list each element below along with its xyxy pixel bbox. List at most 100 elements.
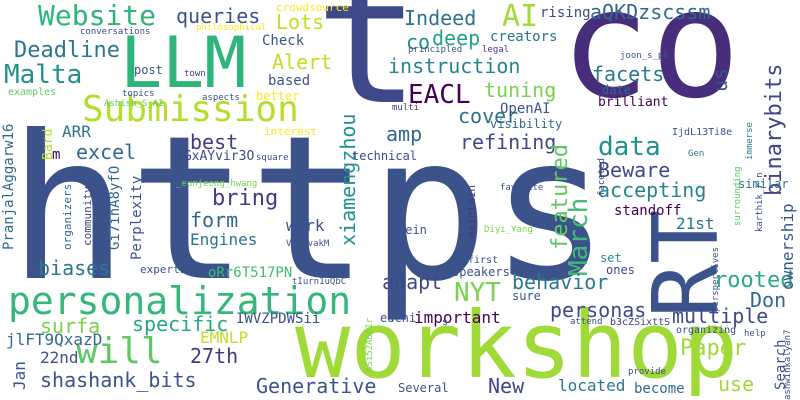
word-generative: Generative (256, 374, 377, 398)
word-jlft9qxazd: jlFT9QxazD (6, 330, 103, 349)
word-perplexity: Perplexity (129, 175, 145, 260)
word-aqkdzscssm: aQKDzscssm (590, 0, 711, 24)
word-iwvzpdwsii: IWVZPDWSii (236, 311, 321, 327)
word-featured: featured (548, 144, 573, 250)
word-facets: facets (592, 62, 665, 86)
word-organizing: organizing (676, 325, 737, 336)
word-better: better (256, 89, 300, 103)
word-ashwinkalyan7: ashwinkalyan7 (783, 329, 793, 400)
word-llm: LLM (120, 22, 247, 104)
word-lots: Lots (276, 10, 325, 34)
word-personalization: personalization (8, 279, 352, 323)
word-help: help (744, 329, 766, 339)
word-https: https (8, 93, 611, 326)
word-community: community (81, 186, 94, 246)
word-joon-s-pk: joon_s_pk (620, 51, 669, 61)
word-personas: personas (550, 298, 647, 322)
word-visibility: visibility (490, 117, 563, 131)
word-check: Check (262, 33, 305, 49)
word-set: set (600, 251, 622, 265)
word-philosophical: philosophical (196, 23, 267, 33)
word-co: co (560, 0, 741, 132)
word-22nd: 22nd (40, 348, 79, 367)
word-post: post (134, 63, 163, 77)
word-paper: Paper (680, 336, 747, 361)
word-ai: AI (502, 0, 539, 34)
word-important: important (414, 308, 501, 327)
word-us: us (708, 67, 732, 92)
word-t: t (315, 0, 421, 144)
word-21st: 21st (676, 214, 715, 233)
word-will: will (76, 331, 163, 372)
word-ownership: ownership (778, 203, 797, 290)
word-topics: topics (122, 89, 155, 99)
word-co-small: co (406, 30, 431, 54)
word-refining: refining (460, 130, 557, 154)
word-surfa: surfa (40, 314, 101, 338)
word-several: Several (398, 381, 449, 395)
word-immerse: immerse (745, 122, 755, 160)
word-town: town (184, 69, 206, 79)
word-speakers: speakers (452, 265, 510, 279)
word-best: best (190, 130, 239, 154)
word-gi7iha8yfo: Gi7ihA8yfO (107, 165, 123, 250)
word-xiamengzhou: xiamengzhou (336, 113, 360, 246)
word-examples: examples (8, 87, 57, 98)
word-s: s (442, 317, 449, 328)
word-vein: vein (398, 223, 427, 237)
word-27th: 27th (190, 344, 239, 368)
word-m: m (52, 147, 61, 163)
word-b3czsixtts: b3cZSixttS (610, 317, 671, 328)
word-indeed: Indeed (404, 6, 477, 30)
word-crowdsource: crowdsource (276, 1, 349, 14)
word-provide: provide (628, 367, 666, 377)
word-orr6t517pn: oRr6T517PN (208, 265, 293, 281)
word-edchi: edchi (380, 311, 417, 325)
word-based: based (268, 73, 311, 89)
word-multi: multi (392, 103, 420, 113)
word-brilliant: brilliant (598, 95, 669, 110)
word-located: located (558, 376, 626, 395)
word-tiurn1uqbc: tIurn1uQbC (292, 277, 347, 287)
word-shashank-bits: shashank_bits (40, 368, 197, 392)
word-conversations: conversations (80, 27, 151, 37)
word-arr: ARR (62, 122, 91, 141)
word-jan: Jan (10, 361, 29, 390)
word-perspectives: perspectives (711, 246, 721, 312)
word-ijdl13ti8e: IjdL13Ti8e (672, 127, 733, 138)
word-legal: legal (482, 45, 510, 55)
word-alert: Alert (272, 50, 333, 74)
word-date: date (602, 83, 631, 97)
word-maintain: maintain (465, 185, 478, 238)
word-surrounding: surrounding (733, 166, 743, 226)
word-adapt: adapt (382, 270, 443, 294)
word-data: data (598, 132, 661, 162)
word-workshop: workshop (295, 292, 739, 399)
word-tuning: tuning (484, 78, 557, 102)
word-diyi-yang: Diyi_Yang (484, 225, 533, 235)
word-organizers: organizers (61, 183, 74, 250)
word-work: work (286, 216, 325, 235)
word-biases: biases (38, 256, 111, 280)
word-excel: excel (76, 140, 137, 164)
word-engines: Engines (190, 230, 258, 249)
word-faceted: faceted (597, 158, 607, 196)
word-queries: queries (176, 4, 261, 28)
word-malta: Malta (4, 60, 83, 90)
word-bard: Bard (41, 128, 56, 160)
word-openai: OpenAI (500, 101, 551, 117)
word-gen: Gen (688, 149, 705, 159)
word-bring: bring (212, 186, 279, 211)
word-eunjeong-hwang: _eunjeong_hwang (176, 179, 258, 189)
word-favorite: favorite (500, 183, 544, 193)
word-sure: sure (512, 289, 541, 303)
word-standoff: standoff (614, 203, 682, 219)
word-emnlp: EMNLP (200, 328, 249, 347)
word-pranjalaggarw16: PranjalAggarw16 (1, 123, 17, 250)
word-behavior: behavior (512, 270, 609, 294)
word-instruction: instruction (388, 54, 521, 78)
word-become: become (634, 381, 685, 397)
word-rising: rising (540, 5, 591, 21)
word-attend: attend (570, 317, 603, 327)
word-4gxayvir3o: 4GxAYvir3O (176, 149, 255, 164)
